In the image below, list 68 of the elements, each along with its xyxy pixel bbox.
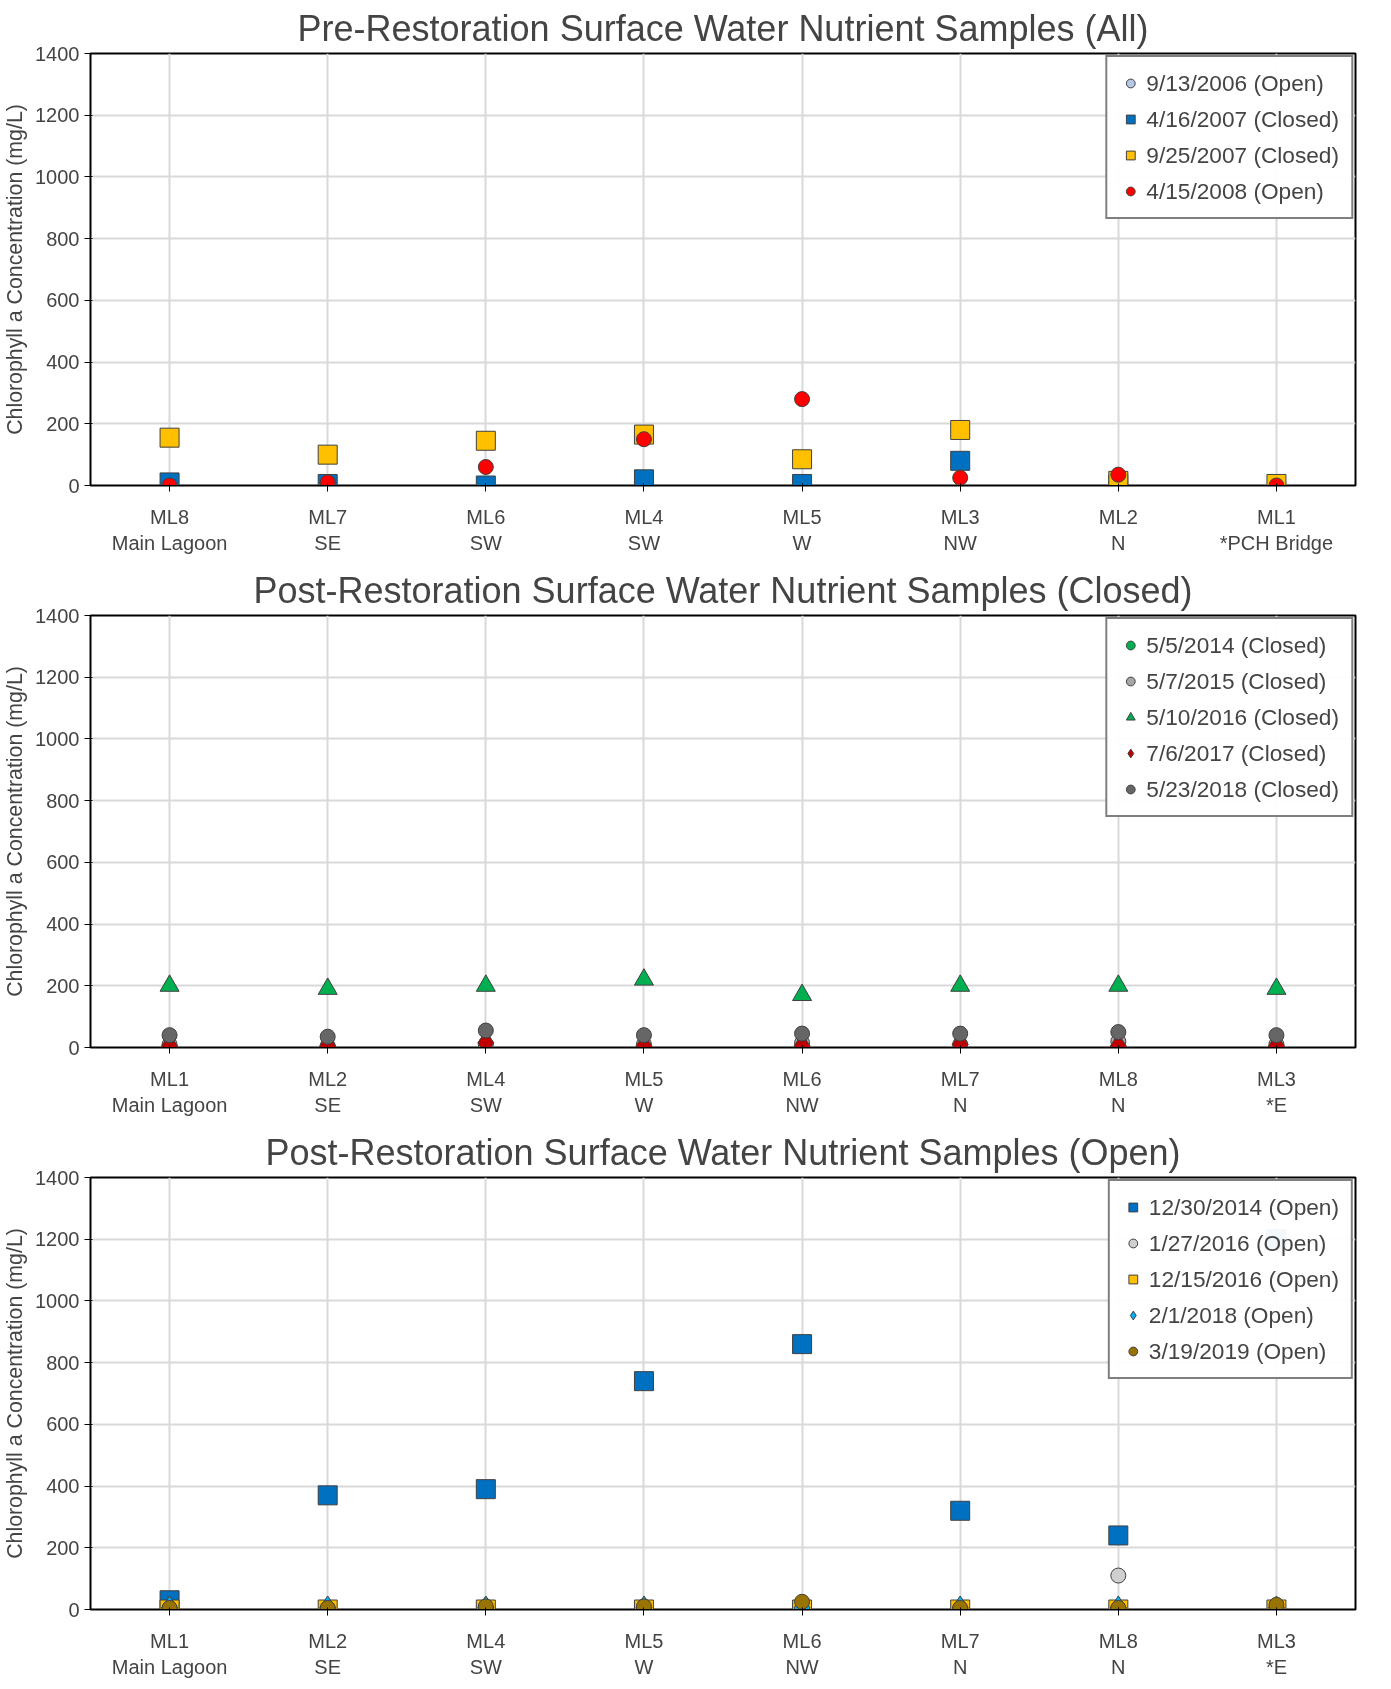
- y-tick-label: 1000: [35, 727, 80, 750]
- x-tick-label: ML7 SE: [308, 505, 348, 554]
- x-tick-label: ML4 SW: [466, 1629, 506, 1678]
- y-tick-label: 1200: [35, 1228, 80, 1251]
- x-tick-label: ML3 *E: [1256, 1067, 1296, 1116]
- y-axis-title: Chlorophyll a Concentration (mg/L): [3, 666, 28, 997]
- legend-label: 4/16/2007 (Closed): [1146, 105, 1339, 133]
- x-tick-label: ML8 Main Lagoon: [111, 505, 228, 554]
- x-tick-label: ML3 NW: [940, 505, 980, 554]
- chart-title: Post-Restoration Surface Water Nutrient Samples (Open): [265, 1131, 1181, 1173]
- y-tick-label: 400: [46, 1475, 80, 1498]
- x-tick-label: ML2 N: [1098, 505, 1138, 554]
- y-tick-label: 800: [46, 227, 80, 250]
- legend-label: 3/19/2019 (Open): [1148, 1337, 1327, 1365]
- x-tick-label: ML1 Main Lagoon: [111, 1629, 228, 1678]
- y-tick-label: 1000: [35, 1289, 80, 1312]
- legend-label: 2/1/2018 (Open): [1148, 1301, 1314, 1329]
- y-tick-label: 200: [46, 1536, 80, 1559]
- legend-label: 9/13/2006 (Open): [1146, 69, 1324, 97]
- y-tick-label: 800: [46, 1351, 80, 1374]
- legend-label: 9/25/2007 (Closed): [1146, 141, 1339, 169]
- chart-title: Pre-Restoration Surface Water Nutrient Samples (All): [297, 7, 1149, 49]
- x-tick-label: ML3 *E: [1256, 1629, 1296, 1678]
- x-tick-label: ML5 W: [624, 1067, 664, 1116]
- legend-label: 7/6/2017 (Closed): [1146, 739, 1327, 767]
- legend-label: 5/10/2016 (Closed): [1146, 703, 1339, 731]
- y-tick-label: 400: [46, 351, 80, 374]
- x-tick-label: ML5 W: [782, 505, 822, 554]
- legend-label: 12/30/2014 (Open): [1148, 1193, 1339, 1221]
- x-tick-label: ML7 N: [940, 1067, 980, 1116]
- y-tick-label: 600: [46, 851, 80, 874]
- x-tick-label: ML2 SE: [308, 1629, 348, 1678]
- legend-label: 5/5/2014 (Closed): [1146, 631, 1327, 659]
- y-axis-title: Chlorophyll a Concentration (mg/L): [3, 1228, 28, 1559]
- y-tick-label: 0: [68, 1036, 80, 1059]
- x-tick-label: ML8 N: [1098, 1629, 1138, 1678]
- x-tick-label: ML6 SW: [466, 505, 506, 554]
- x-tick-label: ML6 NW: [782, 1629, 822, 1678]
- y-tick-label: 200: [46, 412, 80, 435]
- legend-label: 12/15/2016 (Open): [1148, 1265, 1339, 1293]
- y-tick-label: 1400: [35, 604, 80, 627]
- x-tick-label: ML4 SW: [466, 1067, 506, 1116]
- legend-label: 5/7/2015 (Closed): [1146, 667, 1327, 695]
- y-tick-label: 1200: [35, 104, 80, 127]
- x-tick-label: ML8 N: [1098, 1067, 1138, 1116]
- y-tick-label: 800: [46, 789, 80, 812]
- y-tick-label: 600: [46, 289, 80, 312]
- legend-label: 4/15/2008 (Open): [1146, 177, 1324, 205]
- x-tick-label: ML1 *PCH Bridge: [1219, 505, 1334, 554]
- y-tick-label: 1200: [35, 666, 80, 689]
- y-tick-label: 1000: [35, 165, 80, 188]
- y-tick-label: 1400: [35, 42, 80, 65]
- legend-label: 1/27/2016 (Open): [1148, 1229, 1327, 1257]
- x-tick-label: ML1 Main Lagoon: [111, 1067, 228, 1116]
- x-tick-label: ML5 W: [624, 1629, 664, 1678]
- chart-title: Post-Restoration Surface Water Nutrient Samples (Closed): [253, 569, 1193, 611]
- x-tick-label: ML7 N: [940, 1629, 980, 1678]
- y-tick-label: 0: [68, 1598, 80, 1621]
- legend-label: 5/23/2018 (Closed): [1146, 775, 1339, 803]
- y-tick-label: 600: [46, 1413, 80, 1436]
- y-axis-title: Chlorophyll a Concentration (mg/L): [3, 104, 28, 435]
- y-tick-label: 400: [46, 913, 80, 936]
- x-tick-label: ML4 SW: [624, 505, 664, 554]
- y-tick-label: 1400: [35, 1166, 80, 1189]
- x-tick-label: ML2 SE: [308, 1067, 348, 1116]
- y-tick-label: 200: [46, 974, 80, 997]
- y-tick-label: 0: [68, 474, 80, 497]
- x-tick-label: ML6 NW: [782, 1067, 822, 1116]
